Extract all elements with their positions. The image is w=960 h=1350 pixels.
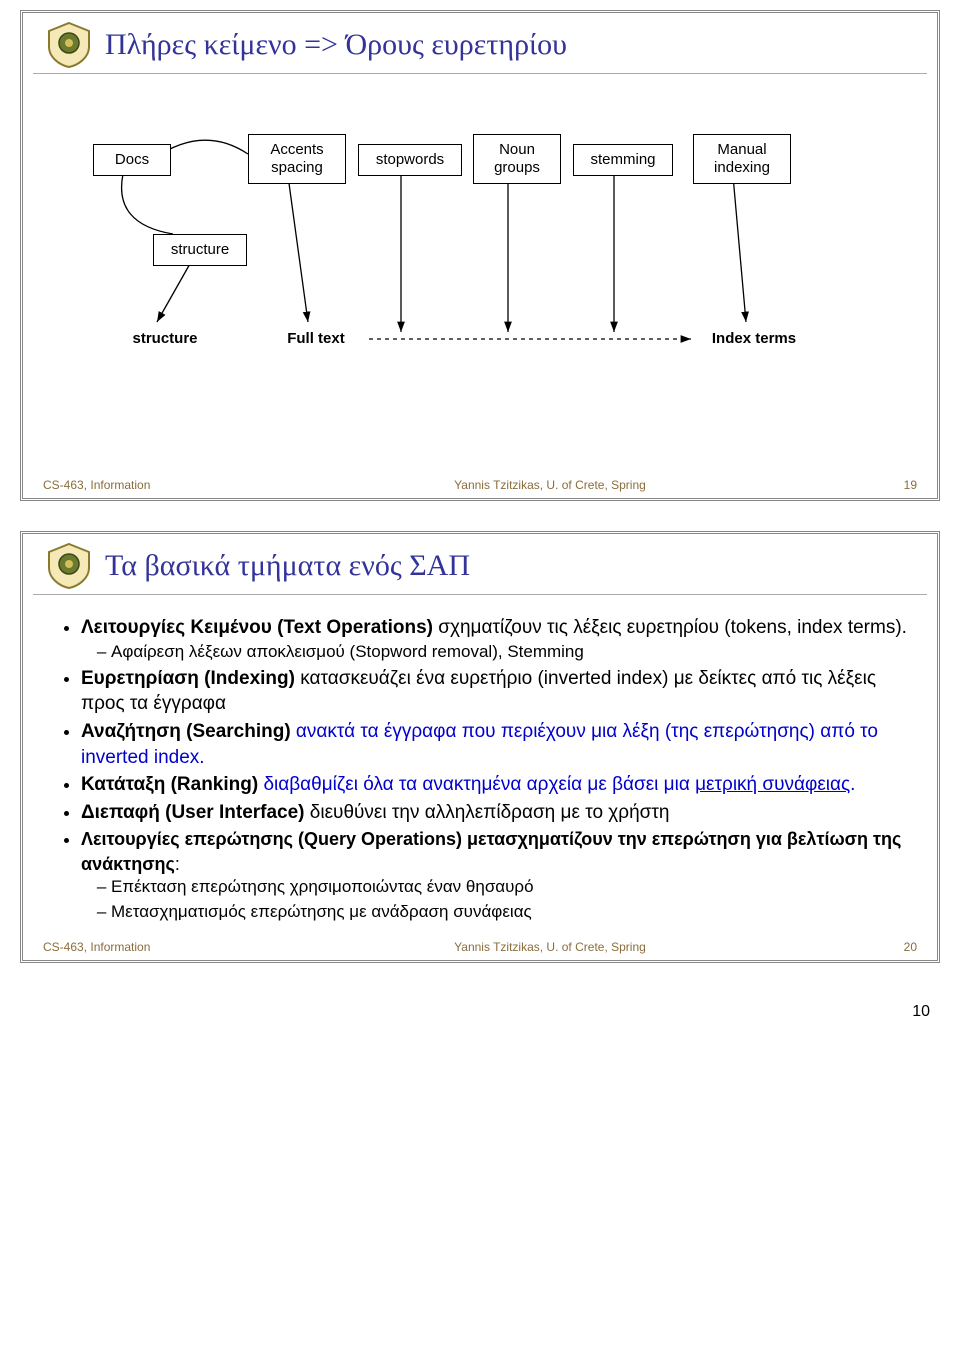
diagram-box-structure: structure <box>113 324 217 354</box>
diagram-box-manual: Manual indexing <box>693 134 791 184</box>
keyword: Κατάταξη (Ranking) <box>81 774 258 795</box>
university-logo-icon <box>45 21 93 69</box>
footer-page: 20 <box>857 940 917 954</box>
diagram-box-stopwords: stopwords <box>358 144 462 176</box>
diagram-box-accents: Accents spacing <box>248 134 346 184</box>
text: διαβαθμίζει όλα τα ανακτημένα αρχεία με … <box>258 774 695 795</box>
text: σχηματίζουν τις λέξεις ευρετηρίου (token… <box>433 617 907 638</box>
footer-center: Yannis Tzitzikas, U. of Crete, Spring <box>243 940 857 954</box>
list-item: Αναζήτηση (Searching) ανακτά τα έγγραφα … <box>81 719 907 770</box>
diagram-box-fulltext: Full text <box>263 324 369 354</box>
text: : <box>175 854 180 874</box>
keyword: Αναζήτηση (Searching) <box>81 721 291 742</box>
list-item: Λειτουργίες επερώτησης (Query Operations… <box>81 827 907 923</box>
footer-left: CS-463, Information <box>43 478 243 492</box>
footer-center: Yannis Tzitzikas, U. of Crete, Spring <box>243 478 857 492</box>
slide-title: Πλήρες κείμενο => Όρους ευρετηρίου <box>105 28 567 62</box>
slide-title: Τα βασικά τμήματα ενός ΣΑΠ <box>105 549 470 583</box>
list-item: Μετασχηματισμός επερώτησης με ανάδραση σ… <box>111 901 907 924</box>
text-underline: μετρική συνάφειας <box>695 774 850 795</box>
keyword: Λειτουργίες Κειμένου (Text Operations) <box>81 617 433 638</box>
keyword: Ευρετηρίαση (Indexing) <box>81 668 295 689</box>
slide-body: Docs Accents spacing stopwords Noun groups s… <box>23 74 937 474</box>
diagram-box-structure_small: structure <box>153 234 247 266</box>
text: . <box>850 774 855 795</box>
list-item: Λειτουργίες Κειμένου (Text Operations) σ… <box>81 615 907 664</box>
slide-footer: CS-463, Information Yannis Tzitzikas, U.… <box>23 474 937 498</box>
university-logo-icon <box>45 542 93 590</box>
pipeline-diagram: Docs Accents spacing stopwords Noun groups s… <box>53 94 907 464</box>
slide-header: Πλήρες κείμενο => Όρους ευρετηρίου <box>33 13 927 74</box>
keyword: Διεπαφή (User Interface) <box>81 802 305 823</box>
text: διευθύνει την αλληλεπίδραση με το χρήστη <box>305 802 670 823</box>
list-item: Διεπαφή (User Interface) διευθύνει την α… <box>81 800 907 826</box>
footer-left: CS-463, Information <box>43 940 243 954</box>
slide-2: Τα βασικά τμήματα ενός ΣΑΠ Λειτουργίες Κ… <box>20 531 940 963</box>
diagram-box-indexterms: Index terms <box>693 324 815 354</box>
footer-page: 19 <box>857 478 917 492</box>
slide-footer: CS-463, Information Yannis Tzitzikas, U.… <box>23 936 937 960</box>
page-number: 10 <box>0 993 960 1031</box>
diagram-box-docs: Docs <box>93 144 171 176</box>
diagram-box-noun: Noun groups <box>473 134 561 184</box>
list-item: Αφαίρεση λέξεων αποκλεισμού (Stopword re… <box>111 641 907 664</box>
slide-1: Πλήρες κείμενο => Όρους ευρετηρίου <box>20 10 940 501</box>
slide-body: Λειτουργίες Κειμένου (Text Operations) σ… <box>23 595 937 936</box>
keyword: Λειτουργίες επερώτησης (Query Operations… <box>81 829 467 849</box>
list-item: Ευρετηρίαση (Indexing) κατασκευάζει ένα … <box>81 666 907 717</box>
list-item: Κατάταξη (Ranking) διαβαθμίζει όλα τα αν… <box>81 772 907 798</box>
diagram-box-stemming: stemming <box>573 144 673 176</box>
list-item: Επέκταση επερώτησης χρησιμοποιώντας έναν… <box>111 876 907 899</box>
bullet-list: Λειτουργίες Κειμένου (Text Operations) σ… <box>53 615 907 924</box>
slide-header: Τα βασικά τμήματα ενός ΣΑΠ <box>33 534 927 595</box>
